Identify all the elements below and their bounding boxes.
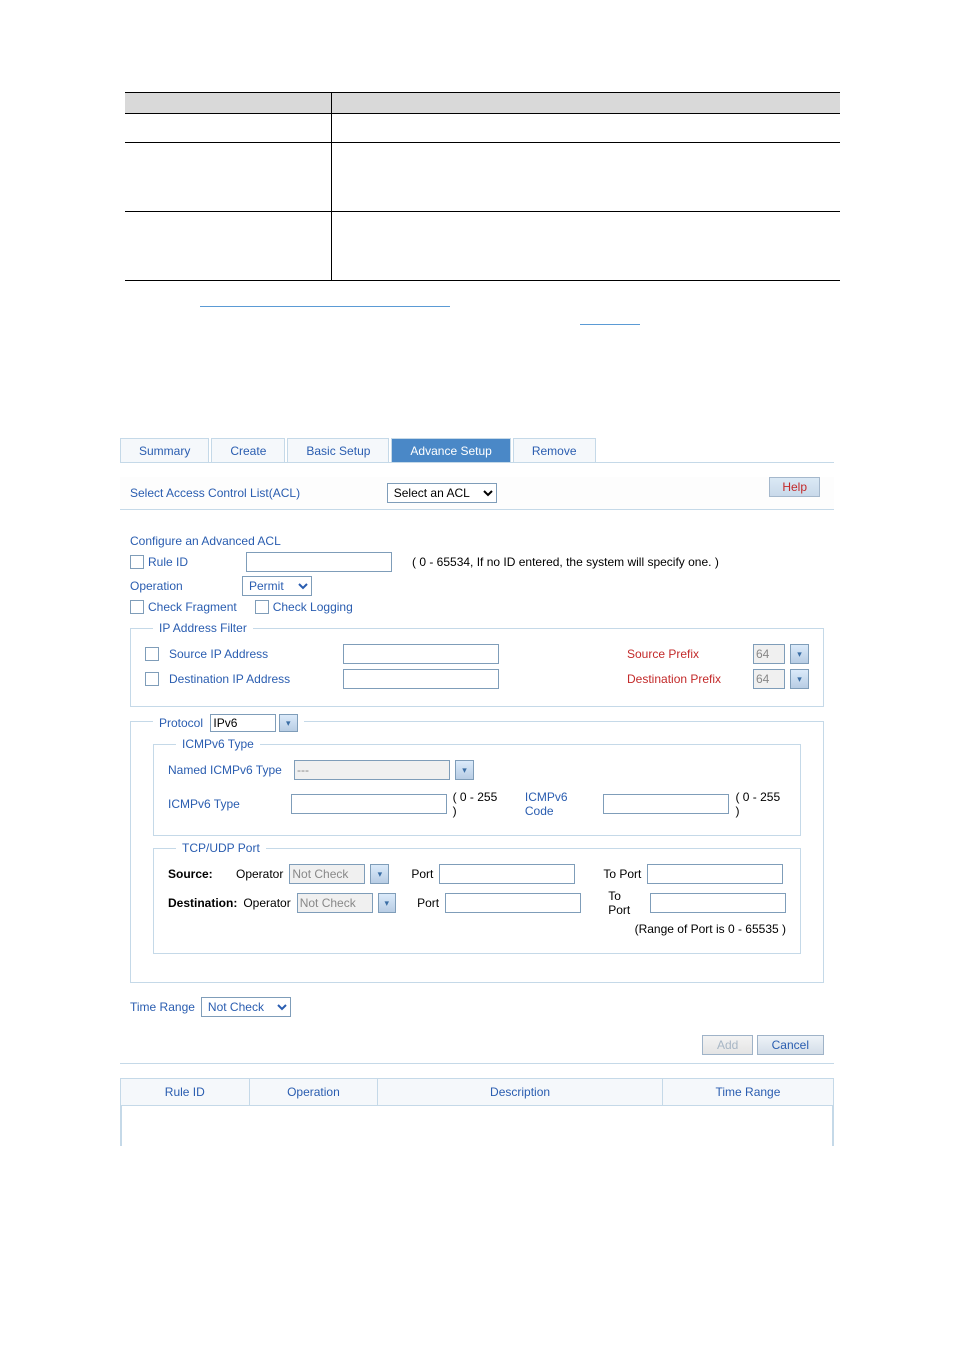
src-ip-checkbox[interactable] bbox=[145, 647, 159, 661]
dst-op-label: Operator bbox=[243, 896, 290, 910]
src-op-label: Operator bbox=[236, 867, 283, 881]
timerange-label: Time Range bbox=[130, 1000, 195, 1014]
dst-ip-input[interactable] bbox=[343, 669, 499, 689]
src-toport-label: To Port bbox=[603, 867, 641, 881]
src-ip-label: Source IP Address bbox=[169, 647, 337, 661]
top-th-1 bbox=[125, 93, 332, 114]
col-timerange: Time Range bbox=[663, 1079, 833, 1105]
src-op-input[interactable] bbox=[289, 864, 365, 884]
src-prefix-label: Source Prefix bbox=[627, 647, 747, 661]
icmp-fieldset: ICMPv6 Type Named ICMPv6 Type ▾ ICMPv6 T… bbox=[153, 744, 801, 836]
operation-select[interactable]: Permit bbox=[242, 576, 312, 596]
ruleid-label: Rule ID bbox=[148, 555, 246, 569]
src-port-input[interactable] bbox=[439, 864, 575, 884]
tab-advance-setup[interactable]: Advance Setup bbox=[391, 438, 510, 462]
src-op-arrow-icon[interactable]: ▾ bbox=[370, 864, 389, 884]
col-description: Description bbox=[378, 1079, 663, 1105]
tab-bar: Summary Create Basic Setup Advance Setup… bbox=[120, 438, 834, 463]
tcpudp-legend: TCP/UDP Port bbox=[176, 841, 266, 855]
configure-title: Configure an Advanced ACL bbox=[130, 534, 281, 548]
dst-port-label: Port bbox=[417, 896, 439, 910]
icmp-code-label: ICMPv6 Code bbox=[525, 790, 598, 818]
logging-checkbox[interactable] bbox=[255, 600, 269, 614]
col-operation: Operation bbox=[250, 1079, 379, 1105]
protocol-legend: Protocol ▾ bbox=[153, 714, 304, 732]
src-toport-input[interactable] bbox=[647, 864, 783, 884]
fragment-checkbox[interactable] bbox=[130, 600, 144, 614]
icmp-code-input[interactable] bbox=[603, 794, 729, 814]
timerange-select[interactable]: Not Check bbox=[201, 997, 291, 1017]
dst-op-arrow-icon[interactable]: ▾ bbox=[378, 893, 396, 913]
dst-ip-label: Destination IP Address bbox=[169, 672, 337, 686]
rules-table: Rule ID Operation Description Time Range bbox=[120, 1078, 834, 1146]
col-ruleid: Rule ID bbox=[121, 1079, 250, 1105]
dst-port-input[interactable] bbox=[445, 893, 581, 913]
reference-link[interactable] bbox=[200, 305, 450, 307]
named-icmp-arrow-icon[interactable]: ▾ bbox=[455, 760, 474, 780]
tab-basic-setup[interactable]: Basic Setup bbox=[287, 438, 389, 462]
logging-label: Check Logging bbox=[273, 600, 353, 614]
rules-table-body bbox=[121, 1106, 833, 1146]
icmp-type-input[interactable] bbox=[291, 794, 447, 814]
protocol-fieldset: Protocol ▾ ICMPv6 Type Named ICMPv6 Type… bbox=[130, 721, 824, 983]
top-th-2 bbox=[332, 93, 841, 114]
dst-toport-label: To Port bbox=[608, 889, 644, 917]
protocol-input[interactable] bbox=[210, 714, 276, 732]
src-port-label: Port bbox=[411, 867, 433, 881]
dst-port-title: Destination: bbox=[168, 896, 237, 910]
named-icmp-label: Named ICMPv6 Type bbox=[168, 763, 288, 777]
icmp-type-label: ICMPv6 Type bbox=[168, 797, 285, 811]
help-button[interactable]: Help bbox=[769, 477, 820, 497]
ruleid-checkbox[interactable] bbox=[130, 555, 144, 569]
ruleid-hint: ( 0 - 65534, If no ID entered, the syste… bbox=[412, 555, 719, 569]
icmp-type-hint: ( 0 - 255 ) bbox=[453, 790, 504, 818]
ip-filter-fieldset: IP Address Filter Source IP Address Sour… bbox=[130, 628, 824, 707]
tcpudp-fieldset: TCP/UDP Port Source: Operator ▾ Port To … bbox=[153, 848, 801, 954]
dst-toport-input[interactable] bbox=[650, 893, 786, 913]
tab-create[interactable]: Create bbox=[211, 438, 285, 462]
ip-filter-legend: IP Address Filter bbox=[153, 621, 253, 635]
ruleid-input[interactable] bbox=[246, 552, 392, 572]
dst-prefix-input[interactable] bbox=[753, 669, 785, 689]
figure-caption-line bbox=[580, 324, 640, 325]
fragment-label: Check Fragment bbox=[148, 600, 237, 614]
icmp-legend: ICMPv6 Type bbox=[176, 737, 260, 751]
cancel-button[interactable]: Cancel bbox=[757, 1035, 824, 1055]
acl-select-label: Select Access Control List(ACL) bbox=[130, 486, 300, 500]
src-prefix-input[interactable] bbox=[753, 644, 785, 664]
protocol-arrow-icon[interactable]: ▾ bbox=[279, 714, 298, 732]
icmp-code-hint: ( 0 - 255 ) bbox=[735, 790, 786, 818]
src-ip-input[interactable] bbox=[343, 644, 499, 664]
dst-prefix-label: Destination Prefix bbox=[627, 672, 747, 686]
operation-label: Operation bbox=[130, 579, 242, 593]
acl-select[interactable]: Select an ACL bbox=[387, 483, 497, 503]
port-range-hint: (Range of Port is 0 - 65535 ) bbox=[635, 922, 786, 936]
dst-op-input[interactable] bbox=[297, 893, 373, 913]
src-prefix-arrow-icon[interactable]: ▾ bbox=[790, 644, 809, 664]
dst-prefix-arrow-icon[interactable]: ▾ bbox=[790, 669, 809, 689]
tab-summary[interactable]: Summary bbox=[120, 438, 209, 462]
top-info-table bbox=[125, 92, 840, 281]
src-port-title: Source: bbox=[168, 867, 230, 881]
add-button[interactable]: Add bbox=[702, 1035, 753, 1055]
tab-remove[interactable]: Remove bbox=[513, 438, 596, 462]
dst-ip-checkbox[interactable] bbox=[145, 672, 159, 686]
named-icmp-input[interactable] bbox=[294, 760, 450, 780]
